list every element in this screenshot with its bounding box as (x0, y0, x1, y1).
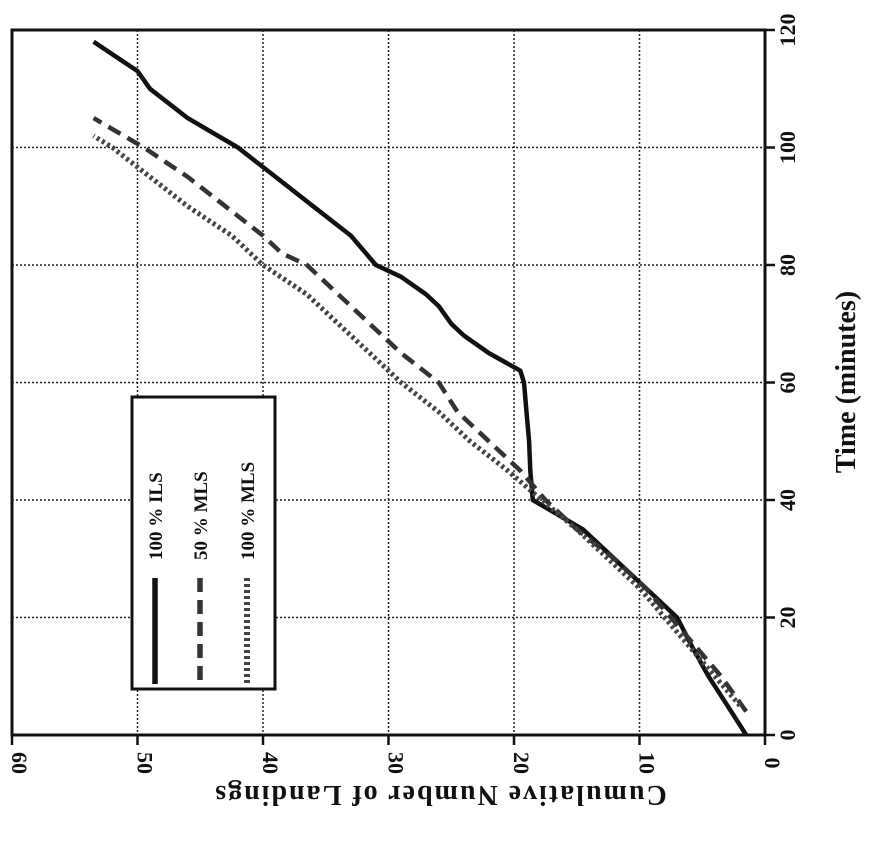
y-axis-title: Cumulative Number of Landings (213, 779, 666, 810)
y-tick-label-6: 60 (7, 752, 32, 774)
x-tick-label-0: 0 (775, 730, 800, 741)
y-tick-label-4: 40 (258, 752, 283, 774)
y-tick-label-3: 30 (384, 752, 409, 774)
x-axis-title: Time (minutes) (831, 291, 862, 473)
y-tick-label-5: 50 (133, 752, 158, 774)
legend: 100 % ILS 50 % MLS 100 % MLS (130, 395, 277, 691)
y-tick-label-1: 10 (635, 752, 660, 774)
series-line-1 (92, 116, 749, 713)
x-tick-label-4: 80 (775, 254, 800, 276)
series-lines (92, 39, 749, 737)
legend-label-0: 100 % ILS (146, 472, 167, 560)
legend-entries: 100 % ILS 50 % MLS 100 % MLS (146, 462, 259, 684)
series-line-2 (92, 133, 742, 708)
legend-label-1: 50 % MLS (191, 471, 212, 560)
x-tick-label-1: 20 (775, 607, 800, 629)
x-tick-label-2: 40 (775, 489, 800, 511)
y-tick-label-0: 0 (760, 758, 785, 769)
ticks: 0 20 40 60 80 100 120 0 10 20 30 40 50 60 (7, 14, 800, 775)
legend-label-2: 100 % MLS (238, 462, 259, 560)
x-tick-label-6: 120 (775, 14, 800, 47)
x-tick-label-3: 60 (775, 372, 800, 394)
x-tick-label-5: 100 (775, 131, 800, 164)
y-tick-label-2: 20 (509, 752, 534, 774)
